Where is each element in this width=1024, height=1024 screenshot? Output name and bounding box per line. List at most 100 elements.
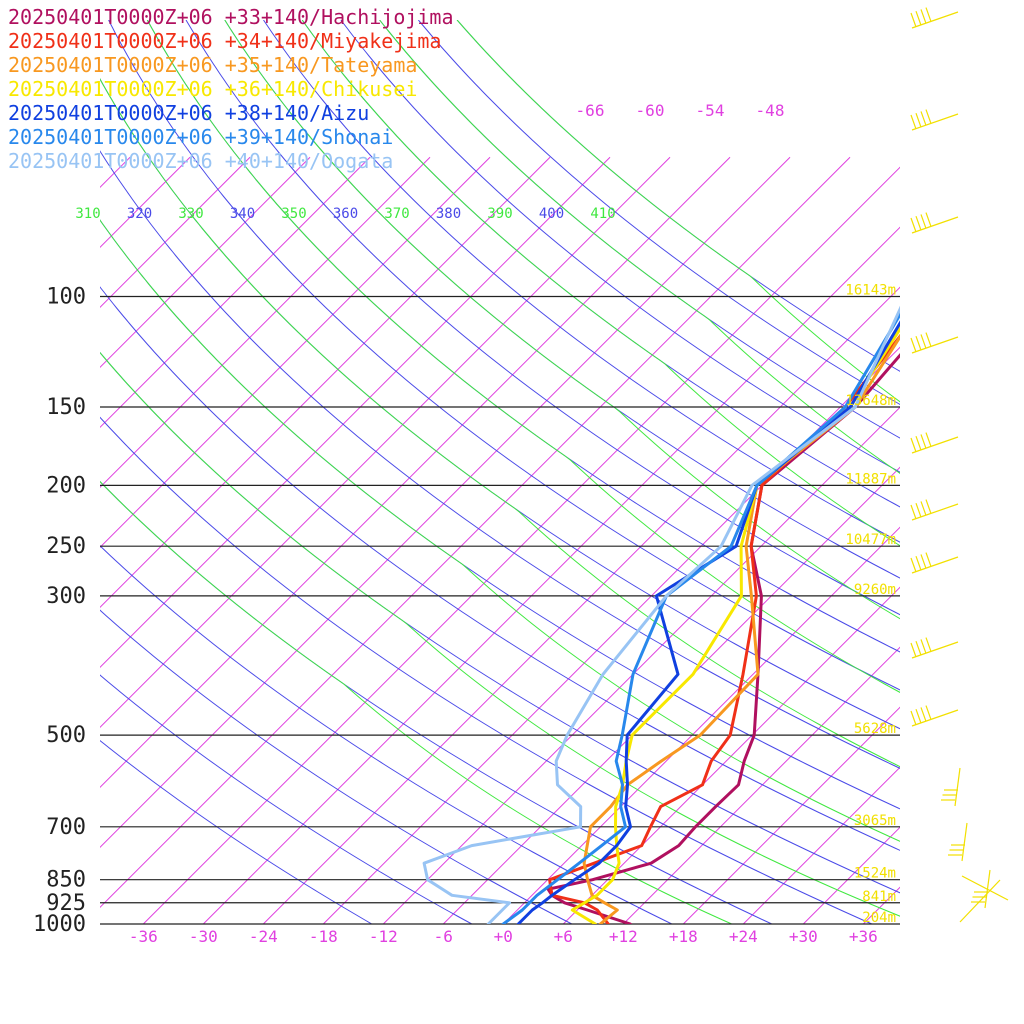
dry-adiabat-line — [100, 609, 573, 924]
wind-barb-flag — [910, 557, 917, 573]
theta-e-line — [224, 20, 900, 620]
temperature-tick-label: +0 — [494, 927, 513, 946]
wind-barb — [911, 113, 959, 131]
isotherm-line — [100, 156, 251, 309]
wind-barb — [911, 336, 959, 354]
pressure-label: 100 — [46, 285, 86, 310]
isotherm-line — [142, 166, 900, 924]
height-label: 9260m — [854, 582, 896, 598]
isotherm-line — [100, 156, 671, 729]
wind-barb-flag — [910, 642, 917, 658]
legend-entry: 20250401T0000Z+06 +33+140/Hachijojima — [8, 5, 454, 29]
pressure-label: 850 — [46, 868, 86, 893]
theta-e-line — [301, 20, 900, 547]
height-label: 16143m — [845, 283, 896, 299]
wind-barb — [911, 503, 959, 521]
isotherm-line — [100, 156, 371, 429]
isotherm-line — [923, 157, 1024, 924]
pressure-label: 250 — [46, 534, 86, 559]
height-label: 1524m — [854, 866, 896, 882]
theta-e-grid — [100, 20, 900, 924]
wind-barb-flag — [920, 639, 927, 654]
wind-barb-flag — [925, 432, 932, 447]
isotherm-line — [382, 406, 900, 924]
wind-barb — [959, 879, 1001, 923]
wind-barb-flag — [925, 705, 932, 720]
theta-label: 390 — [487, 206, 512, 222]
isotherm-line — [562, 586, 900, 924]
height-label: 5628m — [854, 721, 896, 737]
wind-barb-flag — [920, 434, 927, 449]
temperature-tick-label: +30 — [789, 927, 818, 946]
isotherm-grid — [100, 156, 1024, 924]
pressure-label: 200 — [46, 473, 86, 498]
wind-barb-flag — [915, 502, 922, 518]
wind-barb-flag — [915, 708, 922, 724]
wind-barb — [961, 822, 968, 862]
dry-adiabat-line — [340, 20, 900, 473]
pressure-label: 150 — [46, 395, 86, 420]
legend-entry: 20250401T0000Z+06 +36+140/Chikusei — [8, 77, 417, 101]
temperature-tick-label: -36 — [129, 927, 158, 946]
theta-e-line — [100, 219, 900, 842]
wind-barb-flag — [925, 637, 932, 652]
wind-barb — [954, 767, 961, 807]
isotherm-line — [100, 156, 611, 669]
wind-barb-flag — [915, 215, 922, 231]
temperature-profile-line — [501, 311, 900, 924]
theta-label: 320 — [127, 206, 152, 222]
axis-labels: 100 16143m 150 13648m 200 11887m 250 10477m 300 9… — [33, 101, 896, 946]
dry-adiabat-line — [100, 545, 673, 924]
legend-entry: 20250401T0000Z+06 +38+140/Aizu — [8, 101, 369, 125]
dry-adiabat-line — [108, 20, 900, 691]
wind-barb-flag — [925, 552, 932, 567]
theta-label: 350 — [281, 206, 306, 222]
dry-adiabat-line — [100, 674, 473, 924]
legend-entry: 20250401T0000Z+06 +35+140/Tateyama — [8, 53, 417, 77]
theta-label: 340 — [230, 206, 255, 222]
wind-barb-flag — [925, 109, 932, 124]
temperature-tick-label: +6 — [554, 927, 573, 946]
dry-adiabat-line — [379, 20, 900, 439]
wind-barb-flag — [920, 111, 927, 126]
pressure-label: 1000 — [33, 912, 86, 937]
isotherm-line — [682, 706, 900, 924]
isotherm-line — [262, 286, 900, 924]
wind-barb — [911, 556, 959, 574]
wind-barb-flag — [915, 10, 922, 26]
theta-label: 410 — [590, 206, 615, 222]
temperature-tick-label: -24 — [249, 927, 278, 946]
theta-label: 360 — [333, 206, 358, 222]
wind-barb — [911, 11, 959, 29]
wind-barb — [911, 641, 959, 659]
isotherm-line — [202, 226, 900, 924]
isotherm-line — [100, 156, 311, 369]
pressure-label: 700 — [46, 815, 86, 840]
upper-isotherm-label: -60 — [636, 101, 665, 120]
wind-barb-flag — [920, 9, 927, 24]
dry-adiabat-line — [185, 20, 900, 616]
theta-e-line — [146, 20, 900, 693]
theta-e-line — [456, 20, 900, 403]
pressure-label: 925 — [46, 891, 86, 916]
wind-barb-flag — [910, 710, 917, 726]
upper-isotherm-label: -48 — [756, 101, 785, 120]
wind-barb-flag — [915, 555, 922, 571]
temperature-tick-label: +24 — [729, 927, 758, 946]
wind-barb — [911, 709, 959, 727]
temperature-profile-line — [582, 334, 900, 924]
temperature-profile-line — [548, 333, 900, 924]
upper-isotherm-label: -54 — [696, 101, 725, 120]
temperature-profile-line — [422, 305, 900, 924]
isotherm-line — [100, 156, 791, 849]
isotherm-line — [802, 826, 900, 924]
wind-barb-flag — [910, 114, 917, 130]
wind-barb-flag — [910, 337, 917, 353]
pressure-label: 500 — [46, 723, 86, 748]
temperature-profile-line — [516, 320, 900, 924]
temperature-profile-line — [546, 352, 900, 924]
dry-adiabat-line — [100, 739, 373, 924]
legend-entry: 20250401T0000Z+06 +34+140/Miyakejima — [8, 29, 441, 53]
theta-label: 310 — [75, 206, 100, 222]
